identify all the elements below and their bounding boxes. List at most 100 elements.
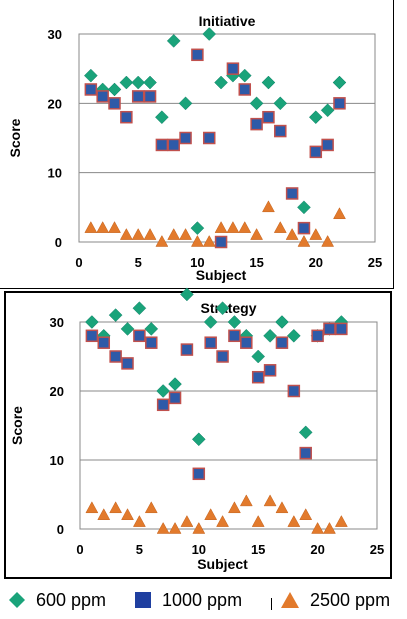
data-point-1000ppm: [192, 467, 206, 481]
y-tick-label: 20: [50, 384, 64, 399]
chart-title: Initiative: [199, 13, 256, 29]
x-tick-label: 15: [251, 542, 265, 557]
y-tick-label: 20: [48, 96, 62, 111]
data-point-1000ppm: [143, 90, 157, 103]
legend-item-2500: 2500 ppm: [280, 584, 390, 616]
x-axis-label: Subject: [197, 556, 248, 572]
data-point-1000ppm: [240, 336, 253, 349]
data-point-2500ppm: [273, 221, 287, 233]
x-tick-label: 10: [190, 255, 204, 270]
data-point-1000ppm: [120, 110, 133, 124]
data-point-1000ppm: [262, 110, 275, 124]
data-point-600ppm: [308, 110, 323, 125]
data-point-600ppm: [203, 315, 218, 329]
data-point-2500ppm: [285, 228, 299, 240]
data-point-600ppm: [119, 75, 134, 90]
data-point-600ppm: [180, 287, 194, 302]
data-point-600ppm: [166, 34, 181, 48]
data-point-600ppm: [168, 377, 182, 391]
data-point-2500ppm: [251, 515, 265, 527]
data-point-1000ppm: [168, 391, 182, 405]
data-point-2500ppm: [168, 521, 182, 534]
y-tick-label: 30: [50, 315, 64, 330]
data-point-2500ppm: [216, 515, 229, 527]
data-point-600ppm: [155, 110, 169, 125]
data-point-600ppm: [120, 322, 135, 336]
data-point-2500ppm: [287, 515, 301, 527]
initiative-chart: 0 10 20 30 0 5 10 15 20 25 Initiative Subject Score: [7, 13, 382, 283]
strategy-panel: 01020300510152025StrategySubjectScore: [4, 287, 392, 579]
data-point-1000ppm: [297, 221, 311, 235]
data-point-1000ppm: [333, 97, 346, 110]
data-point-600ppm: [215, 301, 230, 316]
triangle-marker-icon: [281, 592, 299, 608]
data-point-2500ppm: [167, 228, 181, 240]
y-tick-label: 0: [55, 235, 62, 250]
data-point-1000ppm: [321, 138, 334, 152]
data-point-2500ppm: [262, 200, 275, 213]
initiative-panel: 0 10 20 30 0 5 10 15 20 25 Initiative Subject Score: [0, 0, 394, 289]
data-point-2500ppm: [228, 501, 241, 514]
data-point-600ppm: [263, 328, 277, 343]
data-point-1000ppm: [238, 83, 252, 96]
data-point-1000ppm: [96, 90, 109, 103]
data-point-1000ppm: [121, 357, 134, 370]
data-point-1000ppm: [311, 329, 324, 343]
data-point-600ppm: [298, 425, 313, 440]
data-point-1000ppm: [191, 48, 204, 62]
x-axis-label: Subject: [196, 267, 247, 283]
data-point-2500ppm: [334, 515, 348, 527]
x-tick-label: 25: [370, 542, 384, 557]
data-point-2500ppm: [84, 221, 98, 233]
data-point-1000ppm: [228, 329, 241, 343]
x-tick-label: 15: [249, 255, 263, 270]
data-point-2500ppm: [180, 515, 194, 527]
data-point-600ppm: [286, 328, 301, 343]
data-point-2500ppm: [204, 508, 218, 520]
data-point-600ppm: [132, 301, 147, 316]
x-tick-label: 20: [309, 255, 323, 270]
data-point-600ppm: [275, 315, 289, 329]
data-point-2500ppm: [97, 508, 111, 520]
data-point-600ppm: [143, 75, 157, 90]
legend-label-600: 600 ppm: [36, 589, 107, 610]
data-point-2500ppm: [121, 508, 134, 520]
data-point-600ppm: [108, 308, 123, 322]
data-point-2500ppm: [299, 508, 313, 520]
data-point-1000ppm: [251, 370, 265, 384]
legend-label-1000: 1000 ppm: [162, 589, 243, 610]
data-point-1000ppm: [323, 322, 336, 336]
data-point-2500ppm: [239, 494, 253, 507]
data-point-600ppm: [191, 432, 206, 447]
data-point-1000ppm: [156, 398, 170, 412]
y-tick-label: 10: [50, 453, 64, 468]
x-tick-label: 5: [135, 255, 142, 270]
data-point-2500ppm: [144, 501, 158, 514]
data-point-2500ppm: [156, 521, 170, 534]
data-point-2500ppm: [109, 501, 123, 514]
data-point-2500ppm: [263, 494, 277, 507]
data-point-600ppm: [273, 96, 288, 111]
data-point-2500ppm: [275, 501, 289, 514]
data-point-1000ppm: [299, 446, 312, 460]
x-tick-label: 25: [368, 255, 382, 270]
data-point-600ppm: [251, 349, 266, 364]
data-point-1000ppm: [167, 138, 180, 152]
data-point-1000ppm: [85, 329, 99, 343]
data-point-600ppm: [332, 75, 347, 90]
data-point-1000ppm: [180, 343, 194, 356]
data-point-2500ppm: [297, 234, 311, 247]
data-point-2500ppm: [96, 221, 110, 233]
data-point-1000ppm: [84, 83, 98, 96]
legend-item-1000: 1000 ppm: [134, 584, 242, 616]
data-point-1000ppm: [97, 336, 111, 349]
square-marker-icon: [135, 592, 151, 608]
data-point-2500ppm: [214, 221, 228, 233]
data-point-2500ppm: [321, 234, 335, 247]
data-point-600ppm: [178, 96, 193, 111]
data-point-1000ppm: [179, 131, 192, 145]
x-tick-label: 10: [192, 542, 206, 557]
data-point-2500ppm: [155, 234, 169, 247]
data-point-1000ppm: [108, 97, 121, 110]
data-point-600ppm: [214, 75, 228, 90]
